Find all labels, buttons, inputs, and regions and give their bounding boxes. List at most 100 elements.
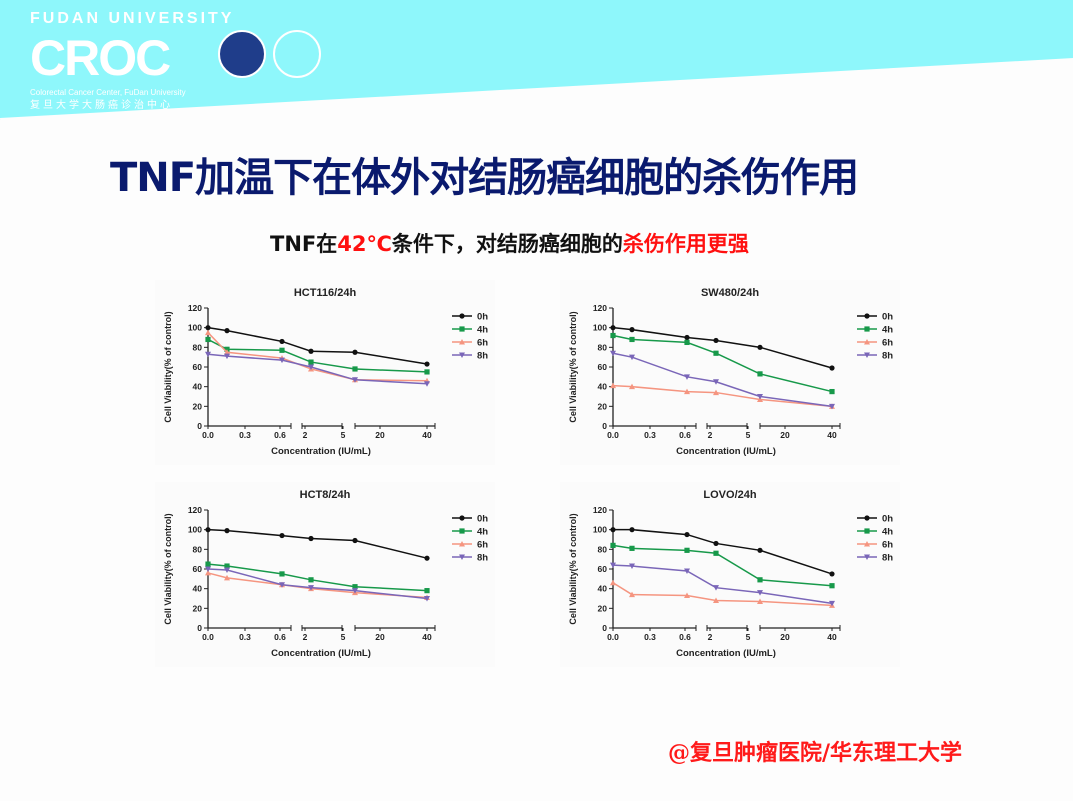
legend-label-8h: 8h [477, 553, 488, 564]
legend-label-0h: 0h [477, 312, 488, 323]
x-tick-label: 40 [422, 430, 432, 440]
chart-hct116: HCT116/24h 0 20 40 60 80 100 120 0.0 0.3 0.6 2 5 20 40… [155, 280, 495, 465]
x-tick-label: 2 [303, 430, 308, 440]
logo-chinese: 复旦大学大肠癌诊治中心 [30, 100, 173, 111]
y-tick-label: 80 [598, 342, 608, 352]
y-tick-label: 0 [197, 421, 202, 431]
y-tick-label: 40 [598, 382, 608, 392]
data-point-0h [205, 325, 211, 331]
legend-label-8h: 8h [882, 351, 893, 362]
legend-marker-0h [864, 515, 870, 521]
x-axis-label: Concentration (IU/mL) [676, 648, 776, 659]
legend-marker-8h [459, 352, 465, 358]
data-point-8h [352, 588, 358, 594]
fudan-seal-logo [218, 30, 266, 78]
logo-university: FUDAN UNIVERSITY [30, 10, 235, 27]
legend-label-6h: 6h [882, 338, 893, 349]
series-line-0h [613, 528, 833, 575]
x-tick-label: 5 [341, 430, 346, 440]
data-point-0h [757, 547, 763, 553]
hospital-seal-logo [273, 30, 321, 78]
legend-marker-6h [459, 339, 465, 345]
x-tick-label: 2 [708, 430, 713, 440]
y-tick-label: 40 [598, 584, 608, 594]
chart-svg: LOVO/24h 0 20 40 60 80 100 120 0.0 0.3 0.6 2 5 20 40 Co… [568, 489, 893, 659]
data-point-4h [352, 366, 358, 372]
data-point-0h [224, 328, 230, 334]
x-tick-label: 5 [746, 430, 751, 440]
y-tick-label: 0 [197, 623, 202, 633]
data-point-6h [205, 329, 211, 336]
y-tick-label: 60 [598, 362, 608, 372]
legend-marker-4h [459, 528, 465, 534]
y-tick-label: 120 [593, 505, 607, 515]
legend-label-4h: 4h [477, 325, 488, 336]
legend-label-8h: 8h [477, 351, 488, 362]
data-point-8h [713, 379, 719, 385]
chart-title: HCT116/24h [294, 287, 357, 299]
data-point-8h [279, 357, 285, 364]
series-line-4h [207, 563, 428, 592]
data-point-8h [629, 354, 635, 361]
x-tick-label: 0.3 [644, 430, 656, 440]
y-axis-label: Cell Viability(% of control) [163, 311, 173, 422]
x-axis-label: Concentration (IU/mL) [676, 446, 776, 457]
x-tick-label: 0.6 [679, 430, 691, 440]
legend-label-8h: 8h [882, 553, 893, 564]
data-point-8h [352, 377, 358, 383]
data-point-4h [713, 350, 719, 356]
y-tick-label: 100 [188, 525, 202, 535]
legend-marker-4h [864, 326, 870, 332]
y-tick-label: 80 [598, 544, 608, 554]
data-point-8h [610, 562, 616, 569]
legend-label-0h: 0h [882, 312, 893, 323]
series-4h [610, 542, 835, 589]
data-point-8h [829, 600, 835, 607]
data-point-4h [610, 332, 616, 339]
data-point-8h [279, 582, 285, 588]
x-tick-label: 20 [780, 632, 790, 642]
legend-label-4h: 4h [882, 325, 893, 336]
chart-lovo: LOVO/24h 0 20 40 60 80 100 120 0.0 0.3 0.6 2 5 20 40 Co… [560, 482, 900, 667]
series-6h [610, 382, 835, 409]
y-tick-label: 60 [193, 362, 203, 372]
series-line-0h [612, 326, 833, 369]
data-point-0h [224, 528, 230, 534]
data-point-4h [610, 542, 616, 548]
data-point-6h [629, 591, 635, 598]
y-tick-label: 100 [593, 525, 607, 535]
series-8h [610, 562, 835, 607]
footer-credit: @复旦肿瘤医院/华东理工大学 [668, 740, 963, 766]
y-tick-label: 120 [188, 505, 202, 515]
legend-label-4h: 4h [882, 527, 893, 538]
data-point-6h [684, 388, 690, 395]
data-point-4h [629, 545, 635, 551]
x-tick-label: 0.3 [239, 430, 251, 440]
data-point-4h [279, 571, 285, 577]
x-tick-label: 0.0 [607, 632, 619, 642]
data-point-6h [610, 579, 616, 586]
slide-subtitle: TNF在42℃条件下，对结肠癌细胞的杀伤作用更强 [270, 228, 749, 258]
series-line-8h [612, 352, 833, 408]
data-point-4h [205, 336, 211, 343]
data-point-0h [279, 532, 285, 539]
subtitle-temperature: 42℃ [337, 232, 392, 256]
data-point-8h [629, 563, 635, 570]
data-point-0h [757, 344, 763, 350]
data-point-4h [224, 563, 230, 569]
y-tick-label: 60 [193, 564, 203, 574]
data-point-6h [684, 592, 690, 599]
y-tick-label: 120 [593, 303, 607, 313]
y-axis-label: Cell Viability(% of control) [163, 513, 173, 624]
legend-marker-6h [864, 541, 870, 547]
data-point-8h [224, 567, 230, 573]
data-point-8h [424, 381, 430, 387]
data-point-0h [610, 527, 616, 533]
legend-marker-8h [864, 352, 870, 358]
legend-label-0h: 0h [882, 514, 893, 525]
data-point-8h [684, 374, 690, 380]
data-point-8h [610, 350, 616, 357]
legend-marker-0h [864, 313, 870, 319]
series-line-4h [612, 334, 833, 393]
x-tick-label: 0.0 [607, 430, 619, 440]
